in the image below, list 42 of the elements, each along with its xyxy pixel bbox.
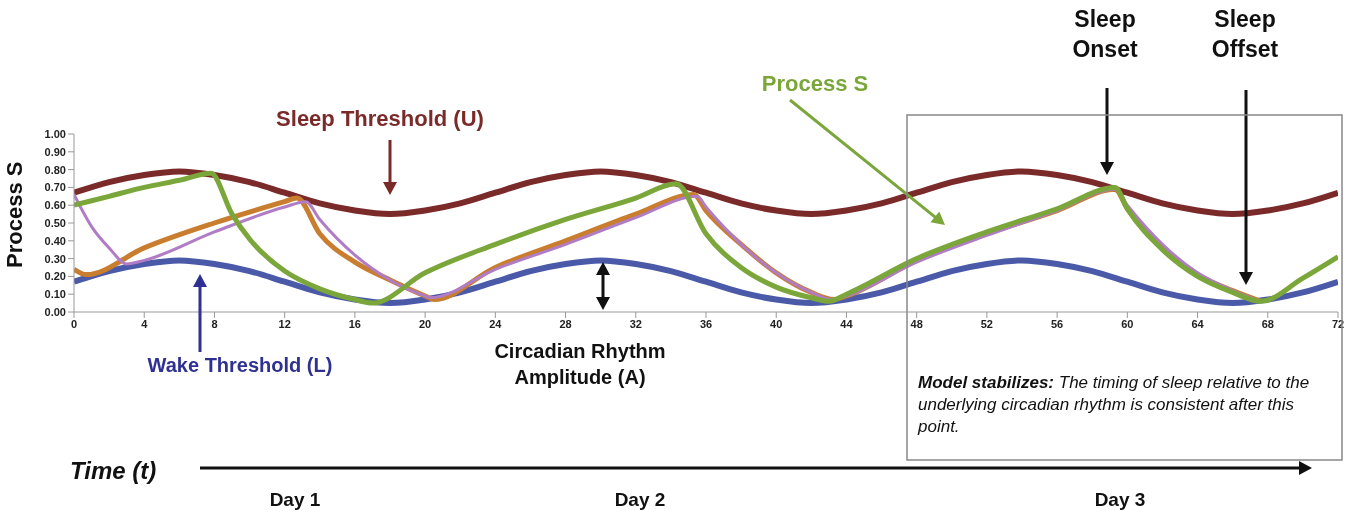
x-tick-label: 36 — [699, 317, 713, 330]
x-tick-label: 8 — [211, 317, 218, 330]
y-axis-title: Process S — [1, 161, 27, 268]
text: Sleep Onset — [1071, 5, 1139, 64]
x-tick-label: 0 — [70, 317, 78, 330]
x-tick-label: 48 — [910, 317, 923, 330]
x-tick-label: 44 — [840, 317, 854, 330]
y-tick-label: 0.90 — [44, 145, 66, 158]
x-tick-label: 4 — [141, 317, 149, 330]
x-tick-label: 64 — [1191, 317, 1205, 330]
x-tick-label: 16 — [348, 317, 362, 330]
text: Sleep Offset — [1210, 5, 1280, 64]
text: Day 1 — [268, 488, 322, 512]
x-tick-label: 24 — [489, 317, 503, 330]
y-tick-label: 0.00 — [44, 305, 66, 318]
text: Day 3 — [1093, 488, 1147, 512]
x-tick-label: 68 — [1261, 317, 1274, 330]
text: Wake Threshold (L) — [146, 353, 334, 378]
x-tick-label: 32 — [629, 317, 642, 330]
y-tick-label: 0.80 — [44, 163, 66, 176]
y-tick-label: 0.50 — [44, 216, 66, 229]
y-tick-label: 0.60 — [44, 199, 66, 212]
x-tick-label: 12 — [278, 317, 291, 330]
y-tick-label: 0.20 — [44, 270, 66, 283]
y-tick-label: 0.70 — [44, 181, 66, 194]
x-tick-label: 52 — [980, 317, 994, 330]
x-tick-label: 72 — [1331, 317, 1345, 330]
text: Time (t) — [70, 456, 158, 486]
text: Day 2 — [613, 488, 667, 512]
text: Model stabilizes: The timing of sleep relative to the underlying circadian rhythm is consistent after this point. — [918, 372, 1311, 439]
y-tick-label: 0.40 — [44, 234, 66, 247]
text: Sleep Threshold (U) — [275, 105, 485, 133]
y-tick-label: 0.10 — [44, 288, 66, 301]
x-tick-label: 20 — [418, 317, 432, 330]
x-tick-label: 28 — [559, 317, 572, 330]
text: Circadian Rhythm Amplitude (A) — [493, 339, 667, 390]
x-tick-label: 60 — [1121, 317, 1134, 330]
x-tick-label: 40 — [770, 317, 783, 330]
y-tick-label: 1.00 — [44, 127, 66, 140]
text: Process S — [760, 70, 870, 98]
y-tick-label: 0.30 — [44, 252, 66, 265]
x-tick-label: 56 — [1050, 317, 1064, 330]
